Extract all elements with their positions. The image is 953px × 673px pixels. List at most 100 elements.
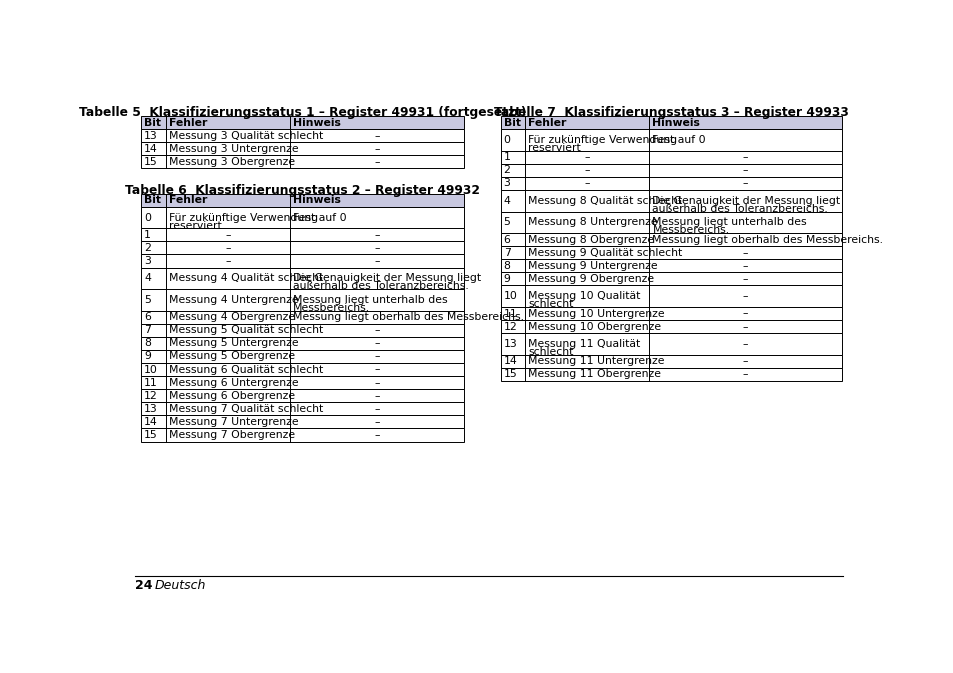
- Text: Messung 7 Untergrenze: Messung 7 Untergrenze: [169, 417, 298, 427]
- Text: Bit: Bit: [144, 118, 161, 128]
- Bar: [141, 228, 464, 242]
- Text: Fest auf 0: Fest auf 0: [652, 135, 705, 145]
- Bar: [141, 116, 464, 129]
- Text: 2: 2: [144, 243, 151, 253]
- Text: 13: 13: [144, 131, 157, 141]
- Text: reserviert: reserviert: [169, 221, 221, 231]
- Text: 9: 9: [503, 274, 510, 284]
- Text: –: –: [742, 356, 747, 366]
- Text: Für zukünftige Verwendung: Für zukünftige Verwendung: [528, 135, 677, 145]
- Bar: [500, 368, 841, 381]
- Text: –: –: [742, 322, 747, 332]
- Text: 13: 13: [144, 404, 157, 414]
- Text: Messung 4 Obergrenze: Messung 4 Obergrenze: [169, 312, 294, 322]
- Bar: [141, 337, 464, 350]
- Bar: [141, 350, 464, 363]
- Text: reserviert: reserviert: [528, 143, 580, 153]
- Bar: [500, 333, 841, 355]
- Text: –: –: [374, 339, 379, 349]
- Text: –: –: [374, 230, 379, 240]
- Bar: [141, 142, 464, 155]
- Text: 5: 5: [144, 295, 151, 305]
- Bar: [141, 242, 464, 254]
- Text: –: –: [374, 243, 379, 253]
- Text: –: –: [374, 391, 379, 400]
- Bar: [500, 164, 841, 177]
- Text: Messung 5 Untergrenze: Messung 5 Untergrenze: [169, 339, 298, 349]
- Text: Messbereichs.: Messbereichs.: [652, 225, 729, 236]
- Bar: [500, 307, 841, 320]
- Text: –: –: [374, 430, 379, 440]
- Text: Fehler: Fehler: [169, 195, 207, 205]
- Text: –: –: [742, 274, 747, 284]
- Text: Die Genauigkeit der Messung liegt: Die Genauigkeit der Messung liegt: [293, 273, 480, 283]
- Text: Messung 3 Qualität schlecht: Messung 3 Qualität schlecht: [169, 131, 323, 141]
- Bar: [500, 129, 841, 151]
- Text: 7: 7: [144, 325, 151, 335]
- Text: –: –: [742, 339, 747, 349]
- Text: 15: 15: [144, 430, 157, 440]
- Text: 12: 12: [144, 391, 157, 400]
- Text: Bit: Bit: [503, 118, 520, 128]
- Text: Messung 10 Untergrenze: Messung 10 Untergrenze: [528, 308, 664, 318]
- Text: –: –: [225, 243, 231, 253]
- Text: Messung 7 Qualität schlecht: Messung 7 Qualität schlecht: [169, 404, 323, 414]
- Text: 12: 12: [503, 322, 517, 332]
- Text: –: –: [742, 261, 747, 271]
- Bar: [141, 289, 464, 311]
- Text: –: –: [742, 369, 747, 380]
- Text: 11: 11: [144, 378, 157, 388]
- Text: Hinweis: Hinweis: [293, 118, 340, 128]
- Text: 14: 14: [144, 144, 157, 153]
- Text: außerhalb des Toleranzbereichs.: außerhalb des Toleranzbereichs.: [293, 281, 468, 291]
- Text: 8: 8: [503, 261, 510, 271]
- Text: Messung 9 Obergrenze: Messung 9 Obergrenze: [528, 274, 654, 284]
- Text: 24: 24: [134, 579, 152, 592]
- Bar: [500, 246, 841, 259]
- Bar: [141, 389, 464, 402]
- Text: Messung 8 Untergrenze: Messung 8 Untergrenze: [528, 217, 658, 227]
- Text: Die Genauigkeit der Messung liegt: Die Genauigkeit der Messung liegt: [652, 196, 840, 206]
- Text: 7: 7: [503, 248, 510, 258]
- Text: –: –: [374, 365, 379, 375]
- Text: –: –: [742, 291, 747, 302]
- Text: –: –: [225, 256, 231, 266]
- Text: Messung 11 Obergrenze: Messung 11 Obergrenze: [528, 369, 660, 380]
- Text: –: –: [742, 152, 747, 162]
- Text: 3: 3: [503, 178, 510, 188]
- Text: Fehler: Fehler: [169, 118, 207, 128]
- Text: –: –: [374, 256, 379, 266]
- Text: Messbereichs.: Messbereichs.: [293, 303, 370, 313]
- Text: 4: 4: [144, 273, 151, 283]
- Text: 6: 6: [144, 312, 151, 322]
- Bar: [141, 415, 464, 429]
- Text: 0: 0: [144, 213, 151, 223]
- Text: Messung 5 Qualität schlecht: Messung 5 Qualität schlecht: [169, 325, 323, 335]
- Bar: [500, 190, 841, 211]
- Text: außerhalb des Toleranzbereichs.: außerhalb des Toleranzbereichs.: [652, 204, 827, 214]
- Text: Fehler: Fehler: [528, 118, 566, 128]
- Text: 1: 1: [503, 152, 510, 162]
- Text: 15: 15: [503, 369, 517, 380]
- Text: 0: 0: [503, 135, 510, 145]
- Text: 10: 10: [144, 365, 158, 375]
- Text: Messung 10 Obergrenze: Messung 10 Obergrenze: [528, 322, 660, 332]
- Bar: [500, 211, 841, 233]
- Text: –: –: [742, 248, 747, 258]
- Bar: [141, 402, 464, 415]
- Text: –: –: [584, 178, 590, 188]
- Bar: [141, 324, 464, 337]
- Bar: [141, 254, 464, 268]
- Text: Messung liegt unterhalb des: Messung liegt unterhalb des: [293, 295, 447, 305]
- Text: Messung 3 Obergrenze: Messung 3 Obergrenze: [169, 157, 294, 167]
- Bar: [141, 129, 464, 142]
- Text: Tabelle 5  Klassifizierungsstatus 1 – Register 49931 (fortgesetzt): Tabelle 5 Klassifizierungsstatus 1 – Reg…: [79, 106, 526, 119]
- Text: –: –: [584, 152, 590, 162]
- Bar: [500, 259, 841, 273]
- Text: –: –: [584, 166, 590, 175]
- Text: 2: 2: [503, 166, 510, 175]
- Bar: [141, 311, 464, 324]
- Text: Messung 3 Untergrenze: Messung 3 Untergrenze: [169, 144, 298, 153]
- Text: Hinweis: Hinweis: [293, 195, 340, 205]
- Text: Fest auf 0: Fest auf 0: [293, 213, 346, 223]
